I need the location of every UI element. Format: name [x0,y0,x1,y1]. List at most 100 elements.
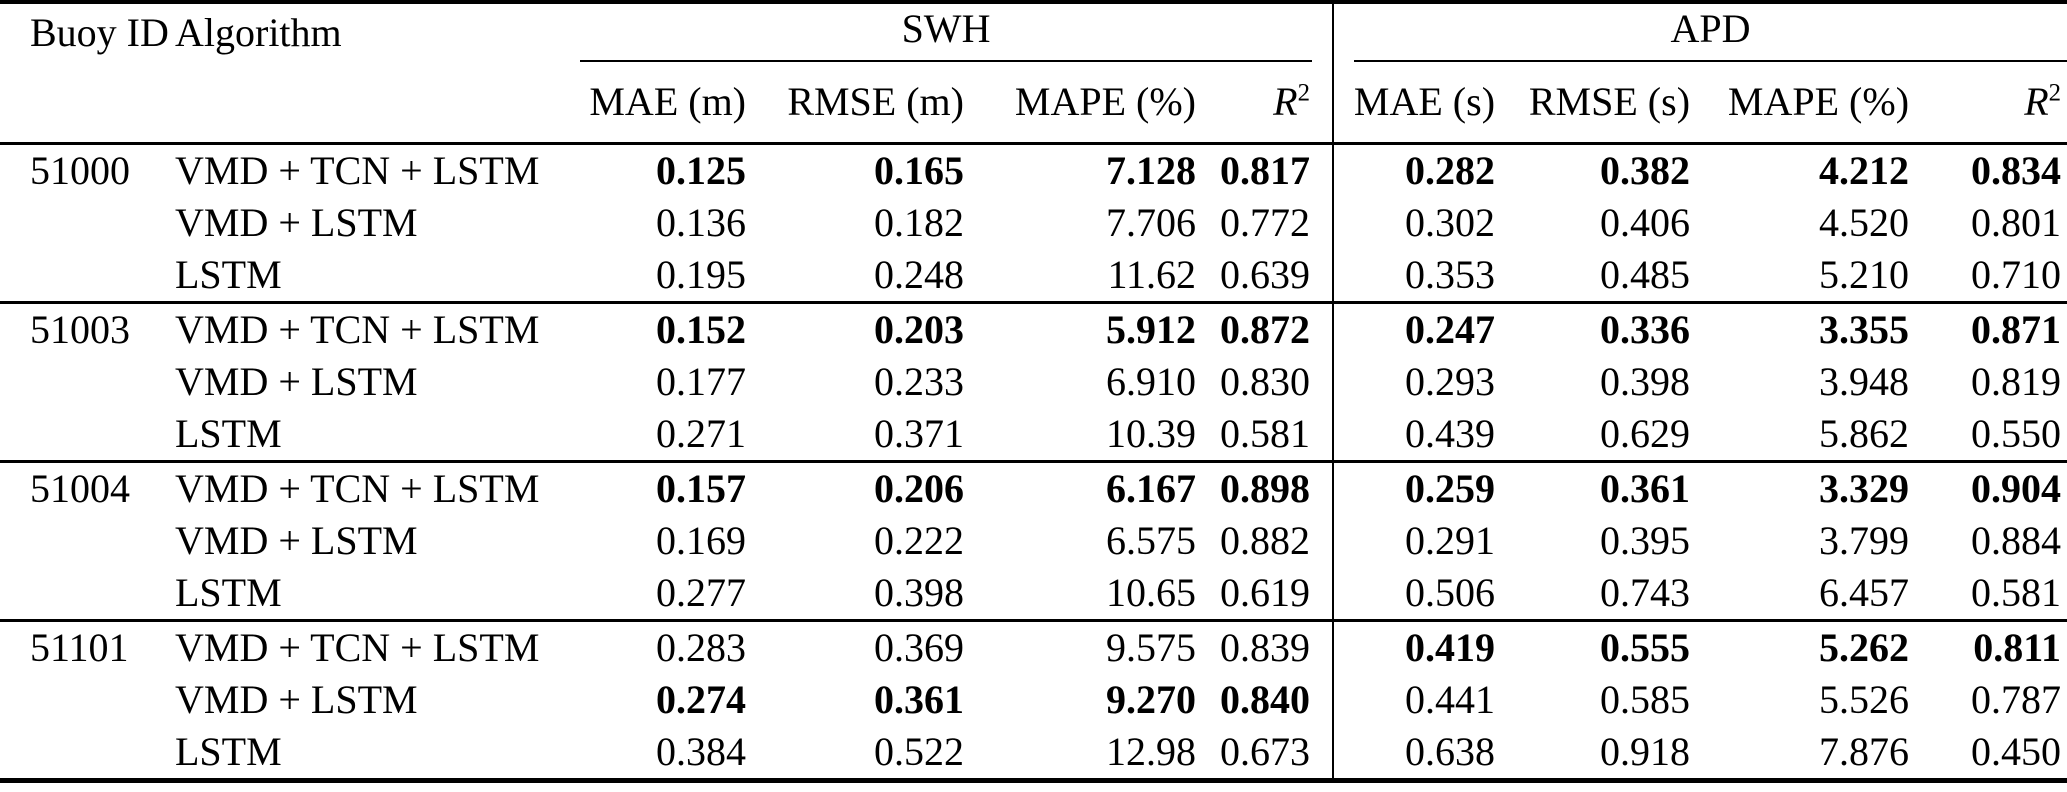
metric-value-cell: 0.293 [1332,356,1498,408]
metric-value-cell: 0.772 [1220,200,1311,245]
metric-value-cell: 0.182 [874,200,964,245]
metric-value-cell: 0.384 [580,726,748,783]
r-squared-symbol: R [2024,79,2049,124]
metric-value-cell: 0.801 [1971,200,2062,245]
metric-value-cell: 0.673 [1198,726,1334,783]
metric-value-cell: 0.277 [656,570,746,615]
metric-value-cell: 6.457 [1819,570,1910,615]
metric-value-cell: 0.353 [1332,249,1498,303]
algorithm-cell: VMD + TCN + LSTM [175,148,540,193]
buoy-id-cell [0,674,175,726]
algorithm-cell: VMD + LSTM [175,677,418,722]
metric-value-cell: 0.441 [1332,674,1498,726]
metric-value-cell: 0.918 [1497,726,1693,783]
buoy-id-cell [0,515,175,567]
metric-value-cell: 11.62 [1107,252,1196,297]
col-header-apd-rmse: RMSE (s) [1497,62,1693,145]
table-row: LSTM 0.195 0.248 11.62 0.639 0.353 0.485 5.210 0… [0,249,2067,303]
metric-value-cell: 0.884 [1971,518,2062,563]
metric-value-cell: 10.39 [1106,411,1196,456]
metric-value-cell: 7.128 [1106,148,1196,193]
metric-value-cell: 4.212 [1819,148,1910,193]
metric-value-cell: 6.575 [1106,518,1196,563]
metric-value-cell: 0.157 [580,460,748,515]
metric-value-cell: 0.203 [748,301,966,356]
metric-value-cell: 0.395 [1600,518,1691,563]
metric-value-cell: 0.361 [874,677,964,722]
table-row: VMD + LSTM 0.169 0.222 6.575 0.882 0.291 0.395… [0,515,2067,567]
metric-value-cell: 5.526 [1819,677,1910,722]
table-body: 51000 VMD + TCN + LSTM 0.125 0.165 7.128 0.81… [0,143,2067,783]
metric-value-cell: 0.834 [1971,148,2062,193]
metric-value-cell: 0.283 [580,619,748,674]
col-header-apd-mape: MAPE (%) [1692,62,1912,145]
metric-value-cell: 5.262 [1692,619,1912,674]
buoy-id-cell [0,567,175,621]
metric-value-cell: 0.169 [656,518,746,563]
metric-value-cell: 0.248 [874,252,964,297]
metric-value-cell: 0.522 [748,726,966,783]
col-group-apd: APD [1332,2,2067,62]
metric-value-cell: 0.555 [1497,619,1693,674]
metric-value-cell: 0.743 [1600,570,1691,615]
metric-value-cell: 0.136 [656,200,746,245]
buoy-id-cell [0,249,175,303]
algorithm-cell: LSTM [175,726,580,783]
metric-value-cell: 10.65 [1106,570,1196,615]
metric-value-cell: 6.910 [1106,359,1196,404]
metric-value-cell: 0.152 [580,301,748,356]
metric-value-cell: 0.787 [1971,677,2062,722]
metric-value-cell: 0.585 [1600,677,1691,722]
metric-value-cell: 0.398 [874,570,964,615]
metric-value-cell: 9.575 [966,619,1198,674]
algorithm-cell: VMD + LSTM [175,200,418,245]
metric-value-cell: 0.302 [1332,197,1498,249]
r-squared-exponent: 2 [1297,79,1311,107]
table-header-metric-row: MAE (m) RMSE (m) MAPE (%) R2 MAE (s) RMS… [0,62,2067,145]
col-group-apd-label: APD [1354,7,2067,62]
metric-value-cell: 0.195 [656,252,746,297]
table-row: VMD + LSTM 0.177 0.233 6.910 0.830 0.293 0.398… [0,356,2067,408]
metric-value-cell: 0.506 [1332,567,1498,621]
col-header-swh-rmse: RMSE (m) [748,62,966,145]
metric-value-cell: 0.206 [748,460,966,515]
metric-value-cell: 0.638 [1332,726,1498,783]
metric-value-cell: 0.291 [1332,515,1498,567]
buoy-id-cell [0,408,175,462]
metric-value-cell: 0.125 [656,148,746,193]
col-header-spacer [175,62,580,145]
metric-value-cell: 0.581 [1220,411,1311,456]
metric-value-cell: 0.361 [1497,460,1693,515]
metric-value-cell: 0.819 [1971,359,2062,404]
metric-value-cell: 0.840 [1220,677,1311,722]
metric-value-cell: 0.817 [1220,148,1311,193]
buoy-id-cell [0,356,175,408]
metric-value-cell: 0.485 [1600,252,1691,297]
metric-value-cell: 0.336 [1497,301,1693,356]
col-header-apd-r2: R2 [1911,62,2067,145]
metric-value-cell: 0.271 [656,411,746,456]
metric-value-cell: 5.862 [1819,411,1910,456]
buoy-id-cell [0,726,175,783]
table-row: 51003 VMD + TCN + LSTM 0.152 0.203 5.912 0.87… [0,301,2067,356]
metric-value-cell: 0.811 [1911,619,2067,674]
algorithm-cell: VMD + TCN + LSTM [175,460,580,515]
metric-value-cell: 0.371 [874,411,964,456]
col-header-swh-mae: MAE (m) [580,62,748,145]
algorithm-cell: VMD + LSTM [175,518,418,563]
metric-value-cell: 3.329 [1692,460,1912,515]
buoy-id-cell [0,197,175,249]
col-group-swh: SWH [580,2,1333,62]
metric-value-cell: 0.222 [874,518,964,563]
metric-value-cell: 0.839 [1198,619,1334,674]
r-squared-exponent: 2 [2048,79,2062,107]
metric-value-cell: 0.629 [1600,411,1691,456]
metric-value-cell: 5.210 [1819,252,1910,297]
metric-value-cell: 0.165 [874,148,964,193]
metric-value-cell: 12.98 [966,726,1198,783]
metric-value-cell: 0.259 [1332,460,1498,515]
algorithm-cell: LSTM [175,570,282,615]
metric-value-cell: 0.247 [1332,301,1498,356]
metric-value-cell: 4.520 [1819,200,1910,245]
